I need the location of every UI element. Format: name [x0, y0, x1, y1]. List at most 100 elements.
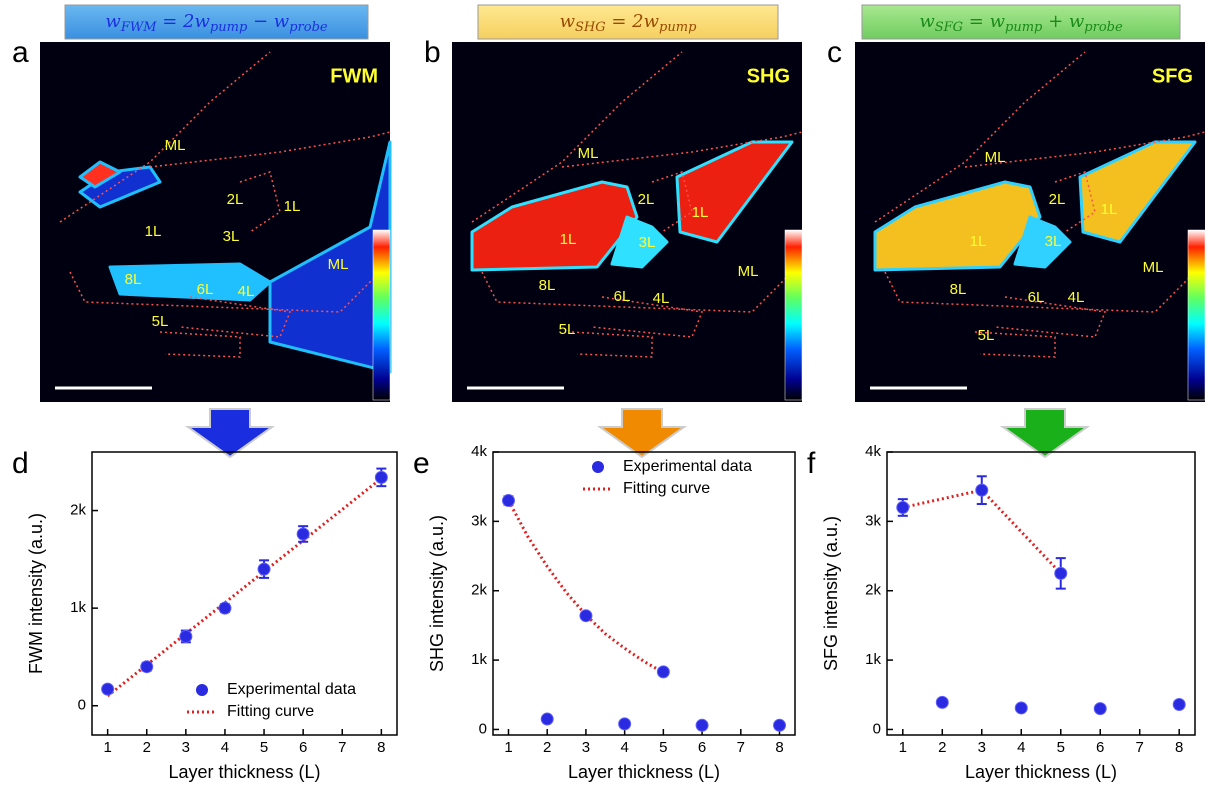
region-label: ML	[738, 263, 759, 280]
region-label: 2L	[1049, 191, 1066, 208]
x-tick-label: 1	[504, 739, 512, 756]
formula-text: = 2w	[157, 11, 211, 32]
formula-text: w	[105, 11, 121, 32]
region-label: ML	[578, 145, 599, 162]
signal-region	[78, 160, 122, 189]
x-tick-label: 7	[338, 739, 346, 756]
region-label: 5L	[978, 327, 995, 344]
region-label: 5L	[152, 313, 169, 330]
region-label: 1L	[145, 223, 162, 240]
region-label: 8L	[950, 281, 967, 298]
legend-label: Fitting curve	[623, 480, 710, 497]
signal-tag: FWM	[330, 65, 378, 87]
y-tick-label: 1k	[70, 599, 86, 616]
formula-text: w	[560, 11, 576, 32]
region-label: 4L	[238, 283, 255, 300]
x-tick-label: 6	[299, 739, 307, 756]
x-axis-label: Layer thickness (L)	[168, 762, 320, 782]
formula-subscript: probe	[289, 20, 328, 35]
panel-letter: d	[12, 447, 29, 480]
region-outline	[874, 51, 1086, 223]
signal-region	[873, 180, 1042, 272]
x-tick-label: 4	[620, 739, 628, 756]
region-outline	[884, 261, 1206, 313]
x-tick-label: 6	[1096, 739, 1104, 756]
region-label: ML	[985, 149, 1006, 166]
data-point	[501, 494, 515, 508]
colorbar	[372, 229, 391, 401]
data-point	[179, 629, 193, 643]
legend-label: Experimental data	[227, 681, 356, 698]
x-tick-label: 2	[543, 739, 551, 756]
region-outline	[651, 171, 693, 233]
region-label: 4L	[653, 290, 670, 307]
banner-formula: wSHG = 2wpump	[560, 11, 697, 35]
region-label: 6L	[1028, 289, 1045, 306]
formula-subscript: pump	[210, 20, 248, 35]
micrograph: ML 2L 1L 1L 3L ML 8L 6L 4L 5L FWM	[40, 42, 392, 402]
panel-letter: f	[807, 447, 816, 480]
region-label: 1L	[1101, 201, 1118, 218]
x-tick-label: 8	[377, 739, 385, 756]
formula-subscript: pump	[1005, 20, 1043, 35]
x-tick-label: 8	[1175, 739, 1183, 756]
formula-subscript: pump	[659, 20, 697, 35]
region-outline	[481, 261, 803, 313]
plot-frame	[492, 451, 796, 736]
data-point	[374, 470, 388, 484]
banner-box	[861, 4, 1181, 40]
region-label: 3L	[223, 228, 240, 245]
region-label: 3L	[1045, 233, 1062, 250]
region-label: ML	[1143, 259, 1164, 276]
data-point	[1172, 697, 1186, 711]
panel-letter: c	[827, 36, 842, 69]
region-outline	[561, 131, 803, 168]
legend-label: Fitting curve	[227, 703, 314, 720]
x-tick-label: 8	[775, 739, 783, 756]
signal-region	[610, 215, 669, 269]
x-tick-label: 7	[737, 739, 745, 756]
formula-text: = 2w	[606, 11, 660, 32]
x-tick-label: 7	[1136, 739, 1144, 756]
data-point	[1014, 701, 1028, 715]
region-outline	[974, 331, 1056, 358]
data-point	[257, 562, 271, 576]
region-outline	[149, 131, 391, 168]
region-label: ML	[328, 256, 349, 273]
region-label: 6L	[197, 281, 214, 298]
data-point	[896, 500, 910, 514]
region-outline	[179, 296, 292, 338]
region-outline	[571, 331, 653, 358]
x-tick-label: 3	[182, 739, 190, 756]
x-tick-label: 4	[1017, 739, 1025, 756]
region-label: 8L	[539, 277, 556, 294]
y-tick-label: 4k	[471, 443, 487, 460]
region-outline	[59, 51, 271, 223]
region-label: 2L	[227, 191, 244, 208]
data-point	[140, 660, 154, 674]
data-point	[773, 718, 787, 732]
x-tick-label: 1	[103, 739, 111, 756]
plot-frame	[91, 451, 398, 736]
legend-marker	[196, 684, 208, 696]
region-label: 4L	[1068, 289, 1085, 306]
down-arrow	[184, 408, 276, 459]
panel-letter: a	[12, 36, 29, 69]
x-tick-label: 4	[221, 739, 229, 756]
region-label: 1L	[284, 198, 301, 215]
signal-region	[108, 262, 272, 302]
data-point	[1093, 702, 1107, 716]
colorbar	[784, 229, 803, 401]
formula-subscript: probe	[1084, 20, 1123, 35]
region-label: 5L	[559, 321, 576, 338]
y-tick-label: 0	[873, 720, 881, 737]
x-axis-label: Layer thickness (L)	[965, 762, 1117, 782]
panel-letter: b	[424, 36, 441, 69]
signal-region	[1013, 215, 1072, 269]
signal-region	[470, 180, 639, 272]
formula-subscript: SHG	[575, 20, 606, 35]
down-arrow	[999, 408, 1091, 459]
data-point	[218, 601, 232, 615]
y-tick-label: 0	[479, 720, 487, 737]
data-point	[101, 682, 115, 696]
